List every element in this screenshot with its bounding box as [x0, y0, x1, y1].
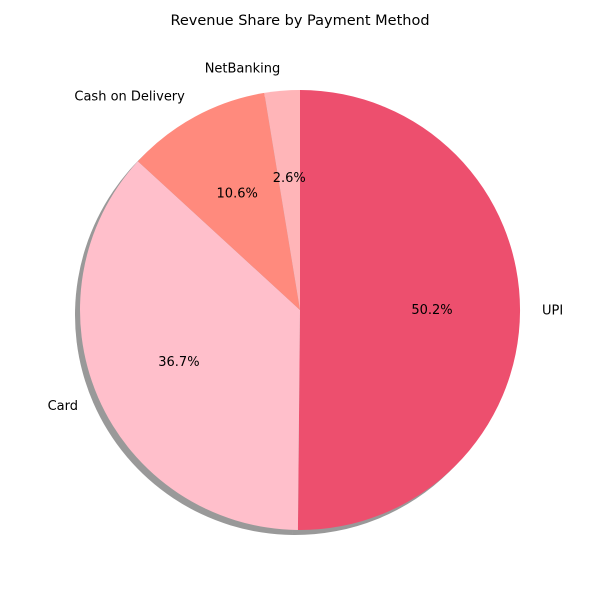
slice-upi — [297, 90, 521, 531]
pie-labels: 50.2% UPI 36.7% Card 10.6% Cash on Delivery 2.… — [48, 61, 564, 414]
chart-title: Revenue Share by Payment Method — [170, 13, 429, 29]
pct-label-netbanking: 2.6% — [273, 171, 306, 186]
pct-label-cash-on-delivery: 10.6% — [217, 186, 258, 201]
category-label-cash-on-delivery: Cash on Delivery — [74, 90, 185, 105]
pct-label-upi: 50.2% — [411, 303, 452, 318]
category-label-netbanking: NetBanking — [205, 61, 281, 76]
category-label-upi: UPI — [542, 304, 563, 319]
slice-netbanking — [264, 90, 300, 310]
slice-card — [79, 161, 300, 530]
pct-label-card: 36.7% — [158, 355, 199, 370]
category-label-card: Card — [48, 399, 78, 414]
pie-slices — [79, 90, 521, 531]
slice-cash-on-delivery — [137, 92, 300, 310]
